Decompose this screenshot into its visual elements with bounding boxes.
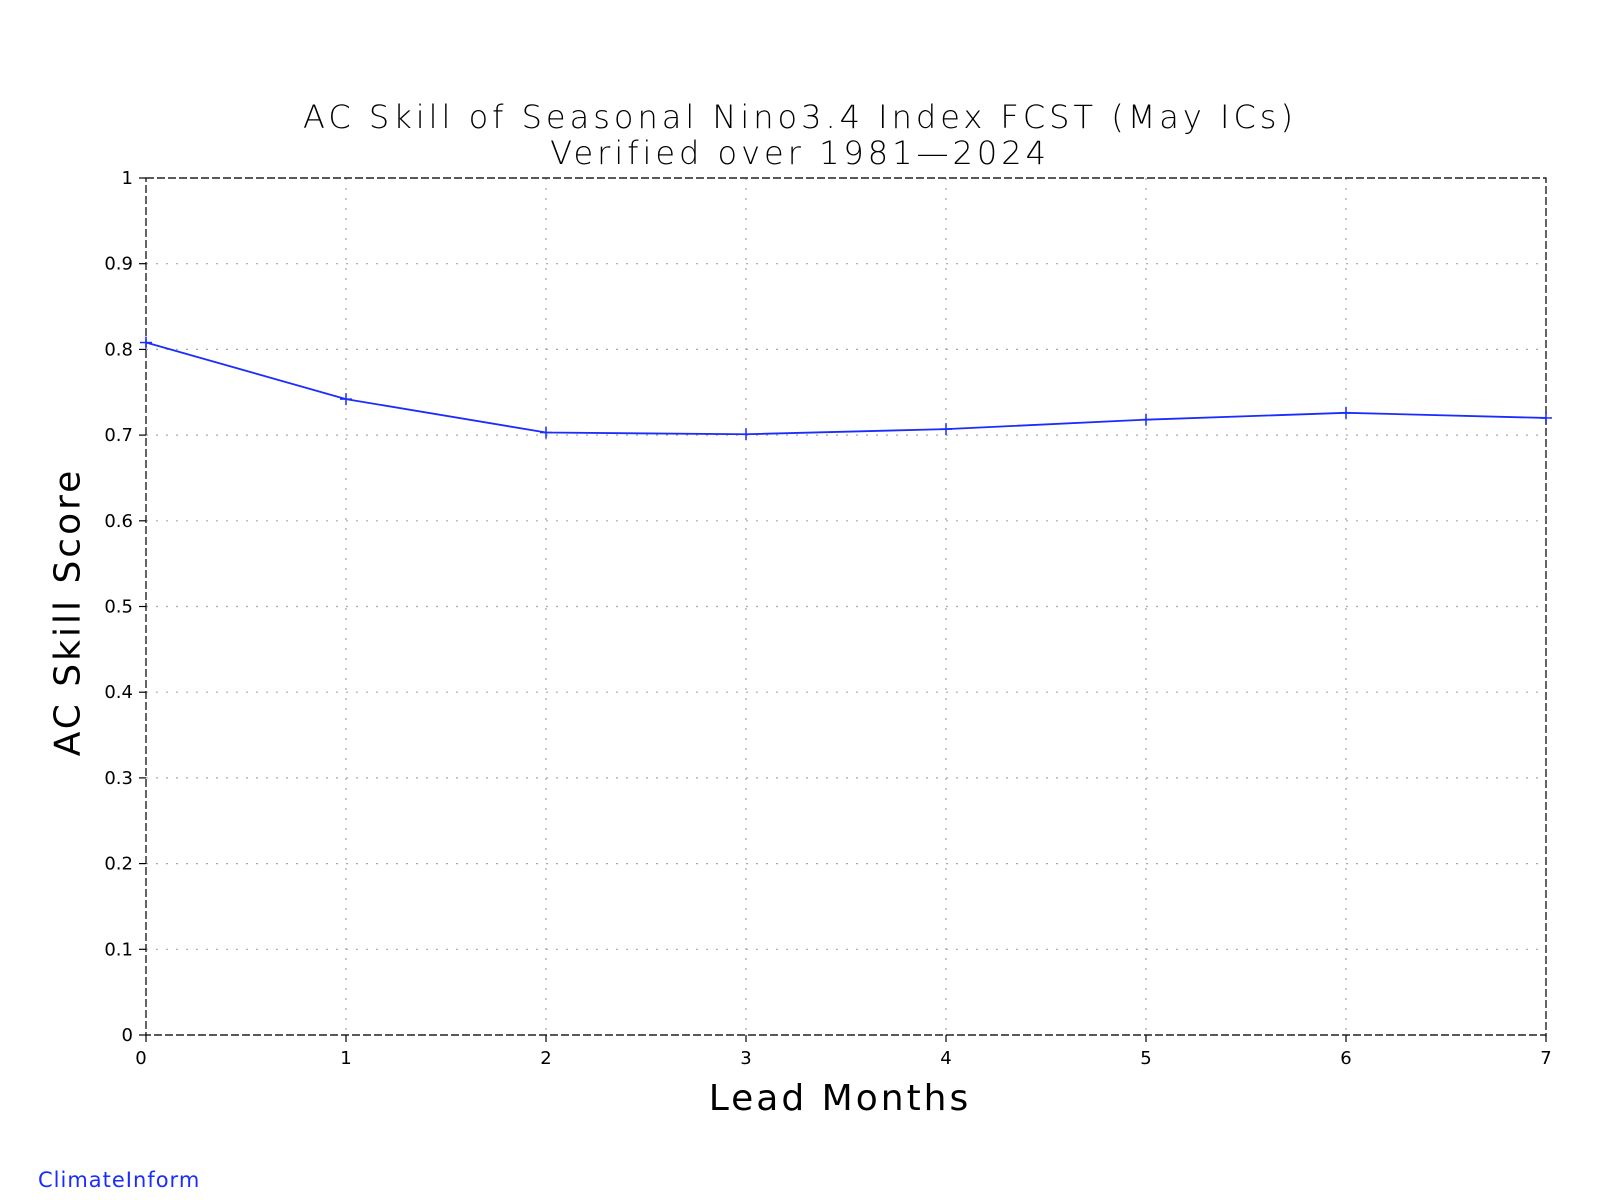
series-line <box>145 341 1547 436</box>
data-point-marker <box>140 336 152 349</box>
data-point-marker <box>1140 413 1152 426</box>
data-point-marker <box>940 423 952 436</box>
y-tick-label: 0.2 <box>104 854 133 875</box>
y-tick-label: 1 <box>122 168 133 189</box>
x-tick-label: 7 <box>1540 1048 1551 1069</box>
data-point-marker <box>1340 406 1352 419</box>
y-tick-label: 0.3 <box>104 768 133 789</box>
y-tick-label: 0.9 <box>104 254 133 275</box>
chart-subtitle: Verified over 1981—2024 <box>550 134 1050 172</box>
y-tick-label: 0.6 <box>104 511 133 532</box>
x-axis-label: Lead Months <box>708 1078 972 1119</box>
y-tick-label: 0.4 <box>104 682 133 703</box>
series-layer <box>140 336 1552 441</box>
x-tick-label: 1 <box>340 1048 351 1069</box>
y-axis-label: AC Skill Score <box>47 467 89 757</box>
y-axis: 0 0.1 0.2 0.3 0.4 0.5 0.6 0.7 0.8 0.9 1 <box>104 168 146 1046</box>
x-tick-label: 3 <box>740 1048 751 1069</box>
x-tick-label: 6 <box>1340 1048 1351 1069</box>
x-tick-label: 0 <box>135 1048 146 1069</box>
chart-title: AC Skill of Seasonal Nino3.4 Index FCST … <box>303 98 1297 136</box>
data-point-marker <box>740 428 752 441</box>
x-axis: 0 1 2 3 4 5 6 7 <box>135 1035 1552 1069</box>
x-tick-label: 4 <box>940 1048 951 1069</box>
credit-text: ClimateInform <box>38 1168 201 1192</box>
x-tick-label: 5 <box>1140 1048 1151 1069</box>
data-point-marker <box>1540 411 1552 424</box>
y-tick-label: 0.1 <box>104 939 133 960</box>
y-tick-label: 0 <box>122 1025 133 1046</box>
grid-lines <box>146 178 1546 1035</box>
y-tick-label: 0.5 <box>104 597 133 618</box>
data-point-marker <box>340 393 352 406</box>
data-point-marker <box>540 426 552 439</box>
y-tick-label: 0.7 <box>104 425 133 446</box>
x-tick-label: 2 <box>540 1048 551 1069</box>
y-tick-label: 0.8 <box>104 339 133 360</box>
